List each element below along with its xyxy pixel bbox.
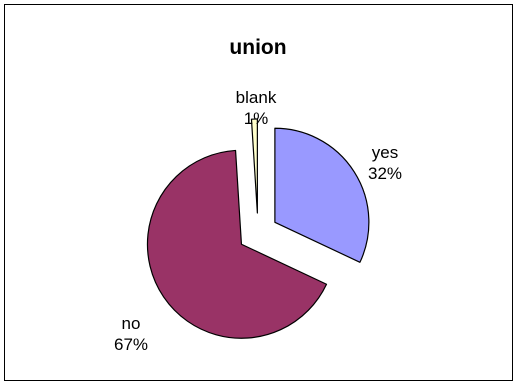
slice-label-blank: blank — [236, 88, 277, 107]
slice-percent-no: 67% — [114, 335, 148, 354]
chart-title: union — [229, 36, 286, 59]
pie-labels: yes 32% no 67% blank 1% — [114, 88, 402, 354]
pie-slice-blank — [250, 118, 258, 214]
slice-label-yes: yes — [372, 143, 398, 162]
pie-slices — [146, 118, 370, 339]
pie-slice-no — [146, 149, 328, 339]
slice-percent-blank: 1% — [244, 109, 269, 128]
pie-slice-yes — [274, 127, 370, 263]
slice-percent-yes: 32% — [368, 164, 402, 183]
slice-label-no: no — [122, 314, 141, 333]
